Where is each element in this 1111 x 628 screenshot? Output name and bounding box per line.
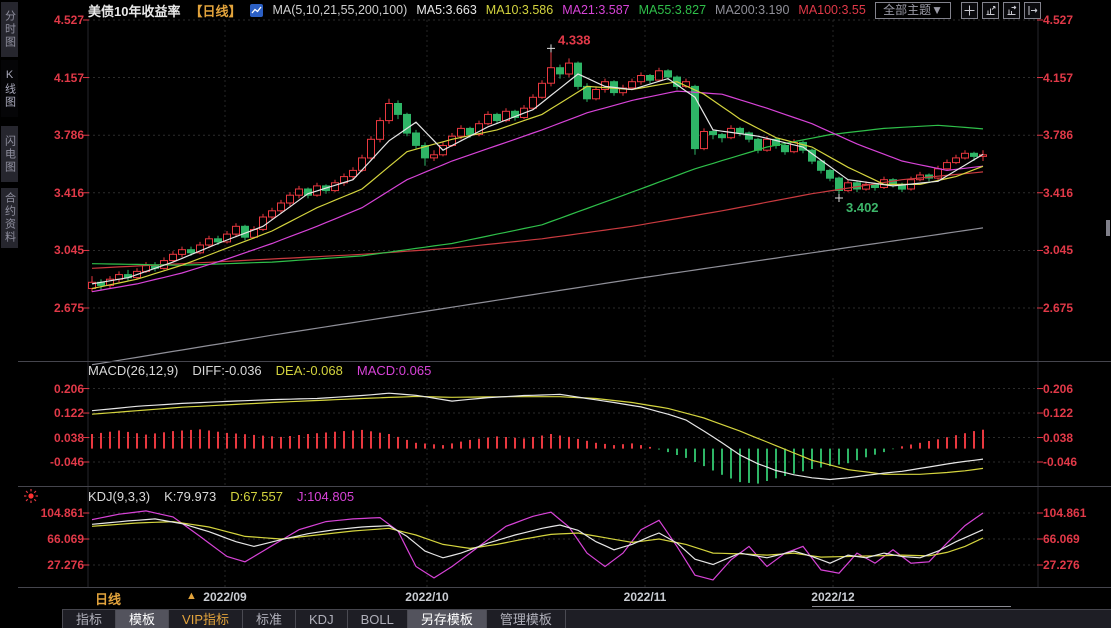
x-axis-label: 2022/11 bbox=[623, 590, 667, 604]
macd-macd-value: MACD:0.065 bbox=[356, 363, 432, 378]
y-axis-label-right: 4.527 bbox=[1043, 13, 1074, 27]
y-axis-label-right: 2.675 bbox=[1043, 300, 1074, 315]
y-axis-label-right: 27.276 bbox=[1043, 557, 1080, 572]
y-axis-label-right: 4.157 bbox=[1043, 70, 1074, 85]
price-annotation: 4.338 bbox=[558, 32, 591, 47]
kdj-panel-separator bbox=[18, 486, 1111, 487]
kdj-k-value: K:79.973 bbox=[164, 489, 217, 504]
ma5-value: MA5:3.663 bbox=[416, 3, 477, 17]
y-axis-label-left: 66.069 bbox=[47, 531, 84, 546]
mini-chart-icon bbox=[250, 4, 264, 17]
kdj-params-label: KDJ(9,3,3) bbox=[88, 489, 151, 504]
y-axis-label-right: 66.069 bbox=[1043, 531, 1080, 546]
x-scrollbar[interactable] bbox=[812, 606, 1011, 607]
kdj-d-value: D:67.557 bbox=[230, 489, 283, 504]
macd-header: MACD(26,12,9) DIFF:-0.036 DEA:-0.068 MAC… bbox=[88, 363, 431, 379]
tab-manage-template[interactable]: 管理模板 bbox=[485, 610, 566, 628]
y-axis-label-left: 2.675 bbox=[53, 300, 84, 315]
ma200-value: MA200:3.190 bbox=[715, 3, 790, 17]
x-axis-label: 2022/10 bbox=[405, 590, 449, 604]
y-axis-label-right: 0.038 bbox=[1043, 430, 1074, 445]
macd-params-label: MACD(26,12,9) bbox=[88, 363, 179, 378]
macd-dea-value: DEA:-0.068 bbox=[275, 363, 343, 378]
y-axis-label-right: 0.206 bbox=[1043, 381, 1074, 396]
chart-header: 美债10年收益率 【日线】 MA(5,10,21,55,200,100) MA5… bbox=[88, 0, 1111, 20]
bottom-left-corner bbox=[0, 608, 62, 628]
indicator-tabs: 指标 模板 VIP指标 标准 KDJ BOLL 另存模板 管理模板 bbox=[62, 610, 1111, 628]
next-page-icon[interactable] bbox=[1003, 1, 1020, 19]
collapse-right-icon[interactable] bbox=[1024, 1, 1041, 19]
crosshair-icon[interactable] bbox=[961, 1, 978, 19]
alert-sun-icon[interactable] bbox=[23, 488, 39, 509]
sidebar-item-flash-chart[interactable]: 闪电图 bbox=[1, 126, 18, 182]
y-axis-label-right: 3.045 bbox=[1043, 243, 1074, 258]
sidebar-item-contract-info[interactable]: 合约资料 bbox=[1, 188, 18, 248]
price-annotation: 3.402 bbox=[846, 200, 879, 215]
v-scrollbar-thumb[interactable] bbox=[1106, 220, 1110, 236]
y-axis-label-left: 3.045 bbox=[53, 243, 84, 258]
period-tag[interactable]: 【日线】 bbox=[189, 3, 242, 19]
y-axis-label-left: 3.416 bbox=[53, 185, 84, 200]
y-axis-label-right: 3.786 bbox=[1043, 128, 1074, 143]
sidebar-item-kline-chart[interactable]: K线图 bbox=[1, 60, 18, 117]
bottom-toolbar: 指标 模板 VIP指标 标准 KDJ BOLL 另存模板 管理模板 bbox=[0, 609, 1111, 628]
tab-save-template[interactable]: 另存模板 bbox=[406, 610, 486, 628]
x-axis-label: 2022/09 bbox=[203, 590, 247, 604]
ma-group-label: MA(5,10,21,55,200,100) bbox=[272, 3, 408, 17]
y-axis-label-right: -0.046 bbox=[1043, 455, 1078, 469]
kdj-header: KDJ(9,3,3) K:79.973 D:67.557 J:104.805 bbox=[88, 489, 354, 505]
xaxis-separator bbox=[18, 587, 1111, 588]
kdj-j-value: J:104.805 bbox=[296, 489, 355, 504]
macd-diff-value: DIFF:-0.036 bbox=[192, 363, 262, 378]
tab-standard[interactable]: 标准 bbox=[242, 610, 295, 628]
y-axis-label-right: 3.416 bbox=[1043, 185, 1074, 200]
tab-boll[interactable]: BOLL bbox=[346, 610, 407, 628]
y-axis-label-left: 4.527 bbox=[53, 13, 84, 27]
tab-indicator[interactable]: 指标 bbox=[62, 610, 115, 628]
ma21-value: MA21:3.587 bbox=[562, 3, 630, 17]
y-axis-label-left: 0.122 bbox=[53, 406, 84, 421]
y-axis-label-left: 27.276 bbox=[47, 557, 84, 572]
y-axis-label-left: 4.157 bbox=[53, 70, 84, 85]
y-axis-label-left: 0.038 bbox=[53, 430, 84, 445]
tab-vip-indicator[interactable]: VIP指标 bbox=[168, 610, 242, 628]
y-axis-label-right: 0.122 bbox=[1043, 406, 1074, 421]
x-axis-label: 2022/12 bbox=[811, 590, 855, 604]
expand-chart-icon[interactable] bbox=[982, 1, 999, 19]
macd-panel-separator bbox=[18, 361, 1111, 362]
y-axis-label-left: 0.206 bbox=[53, 381, 84, 396]
y-axis-label-right: 104.861 bbox=[1043, 506, 1087, 520]
y-axis-label-left: -0.046 bbox=[49, 455, 84, 469]
header-toolbar: 全部主题▼ bbox=[875, 1, 1041, 19]
ma10-value: MA10:3.586 bbox=[485, 3, 554, 17]
theme-dropdown-button[interactable]: 全部主题▼ bbox=[875, 1, 951, 19]
y-axis-label-left: 104.861 bbox=[40, 506, 84, 520]
sidebar-item-time-chart[interactable]: 分时图 bbox=[1, 2, 18, 57]
tab-template[interactable]: 模板 bbox=[115, 610, 169, 628]
tab-kdj[interactable]: KDJ bbox=[295, 610, 347, 628]
period-up-arrow-icon[interactable]: ▲ bbox=[186, 590, 197, 602]
y-axis-label-left: 3.786 bbox=[53, 128, 84, 143]
period-selector-label[interactable]: 日线 bbox=[95, 592, 122, 607]
ma100-value: MA100:3.55 bbox=[798, 3, 866, 17]
ma55-value: MA55:3.827 bbox=[638, 3, 707, 17]
instrument-title: 美债10年收益率 bbox=[88, 3, 181, 19]
